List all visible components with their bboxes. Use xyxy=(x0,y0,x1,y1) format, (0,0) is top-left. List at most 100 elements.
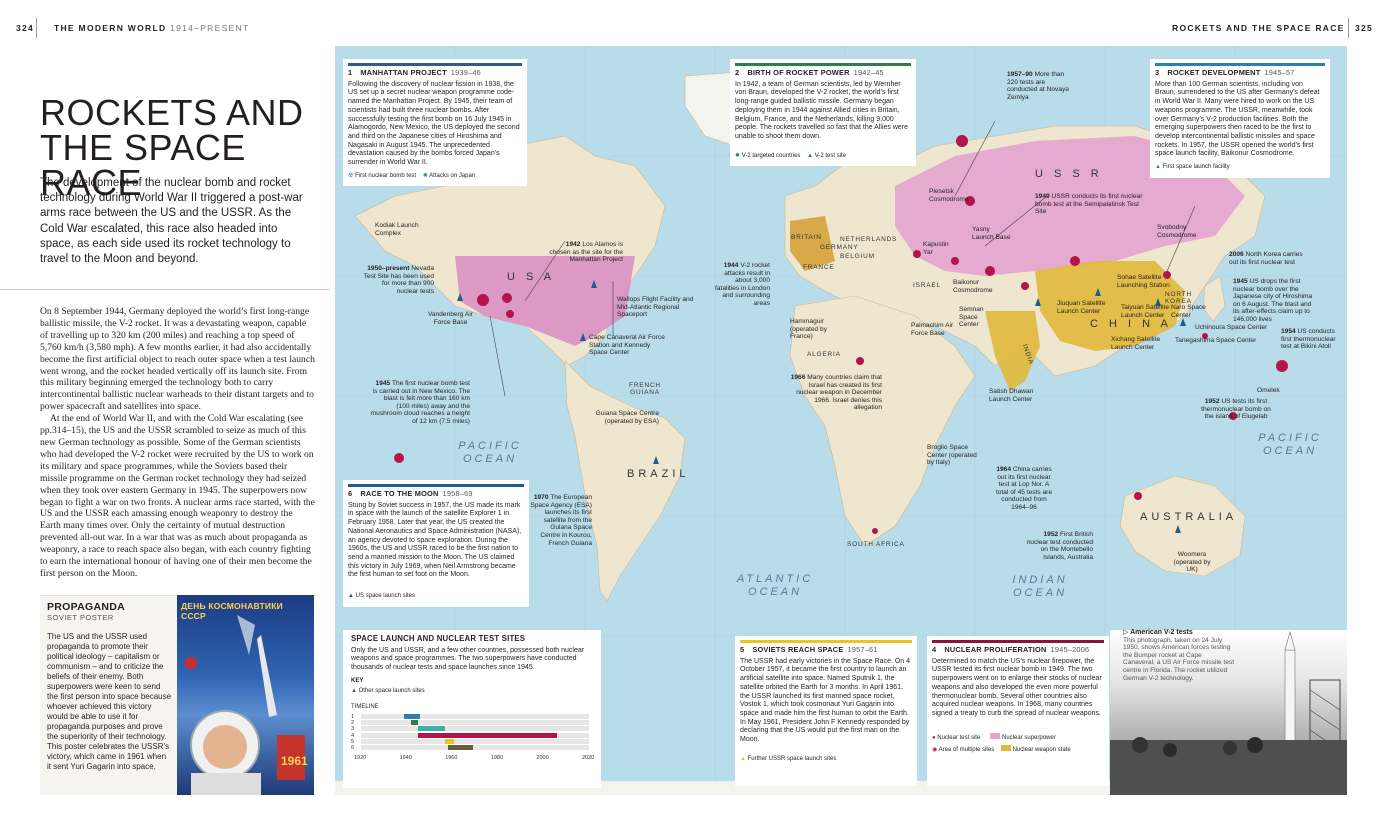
label-bikini: 1954 US conducts first thermonuclear tes… xyxy=(1281,328,1336,351)
panel-legend: ● Nuclear test site Nuclear superpower xyxy=(932,732,1056,741)
timeline-bar-row-6 xyxy=(447,744,473,750)
label-uchinoura: Uchinoura Space Center xyxy=(1195,324,1268,331)
page-number-left: 324 xyxy=(16,23,35,33)
panel-soviets-reach-space: 5 SOVIETS REACH SPACE 1957–61 The USSR had… xyxy=(735,636,917,786)
poster-caption: ДЕНЬ КОСМОНАВТИКИ СССР xyxy=(181,601,283,621)
ocean-label-atlantic: ATLANTIC OCEAN xyxy=(736,573,814,598)
panel-heading: 3 ROCKET DEVELOPMENT 1945–57 xyxy=(1155,68,1295,77)
timeline-bar-row-4 xyxy=(418,732,558,738)
panel-color-bar xyxy=(740,640,912,643)
timeline-row-label: 5 xyxy=(351,738,355,745)
timeline-tick-label: 2000 xyxy=(536,755,549,762)
label-tanegashima: Tanegashima Space Center xyxy=(1175,337,1257,344)
timeline-row-track xyxy=(361,744,589,750)
swatch-weapon-state xyxy=(1000,745,1011,752)
timeline-row-label: 2 xyxy=(351,720,355,727)
photo-caption: ▷ American V-2 tests This photograph, tak… xyxy=(1123,629,1235,682)
body-paragraph: At the end of World War II, and with the… xyxy=(40,413,315,579)
country-french-guiana: FRENCH GUIANA xyxy=(629,382,661,396)
label-esa: 1970 The European Space Agency (ESA) lau… xyxy=(530,494,592,547)
timeline-tick-label: 1960 xyxy=(445,755,458,762)
panel-text: Stung by Soviet success in 1957, the US … xyxy=(348,501,522,579)
label-woomera: Woomera (operated by UK) xyxy=(1173,551,1211,574)
label-xichang: Xichang Satellite Launch Center xyxy=(1111,336,1161,351)
country-germany: GERMANY xyxy=(820,244,859,251)
panel-heading: 5 SOVIETS REACH SPACE 1957–61 xyxy=(740,645,878,654)
label-kapustin: Kapustin Yar xyxy=(923,241,949,256)
timeline-bar-row-2 xyxy=(411,720,418,726)
label-new-mexico: 1945 The first nuclear bomb test is carr… xyxy=(370,380,470,425)
country-algeria: ALGERIA xyxy=(807,351,841,358)
swatch-superpower xyxy=(990,732,1001,739)
timeline-chart: 1 2 3 4 5 6 1920 1940 1960 1980 2000 2020 xyxy=(351,713,595,762)
timeline-row-track xyxy=(361,720,589,726)
rocket-icon: ▲ xyxy=(1155,164,1161,171)
lead-paragraph: The development of the nuclear bomb and … xyxy=(40,177,303,266)
key-text: Only the US and USSR, and a few other co… xyxy=(351,646,585,672)
label-guiana-centre: Guiana Space Centre (operated by ESA) xyxy=(595,410,659,425)
timeline-row-label: 4 xyxy=(351,732,355,739)
label-north-korea-test: 2006 North Korea carries out its first n… xyxy=(1229,251,1303,266)
country-belgium: BELGIUM xyxy=(840,253,875,260)
world-map: PACIFIC OCEAN PACIFIC OCEAN ATLANTIC OCEAN … xyxy=(335,46,1347,795)
ocean-label-pacific-east: PACIFIC OCEAN xyxy=(1258,432,1322,457)
panel-color-bar xyxy=(1155,63,1325,66)
section-header-left: THE MODERN WORLD 1914–PRESENT xyxy=(54,23,250,33)
label-israel-weapon: 1966 Many countries claim that Israel ha… xyxy=(790,374,882,412)
body-paragraph: On 8 September 1944, Germany deployed th… xyxy=(40,306,315,413)
panel-legend: ▲ US space launch sites xyxy=(348,593,415,600)
timeline-row-track xyxy=(361,738,589,744)
panel-manhattan-project: 1 MANHATTAN PROJECT 1939–46 Following the … xyxy=(343,59,527,187)
timeline-tick-label: 1920 xyxy=(354,755,367,762)
svg-text:1961: 1961 xyxy=(281,754,308,768)
panel-nuclear-proliferation: 4 NUCLEAR PROLIFERATION 1945–2006 Determin… xyxy=(927,636,1109,786)
panel-rocket-development: 3 ROCKET DEVELOPMENT 1945–57 More than 100… xyxy=(1150,59,1330,178)
v2-test-photograph xyxy=(1110,630,1347,795)
nuclear-test-icon: ☢ xyxy=(348,172,354,179)
page-number-right: 325 xyxy=(1355,23,1374,33)
mushroom-cloud-icon: ● xyxy=(932,734,936,741)
panel-heading: 1 MANHATTAN PROJECT 1939–46 xyxy=(348,68,481,77)
map-base xyxy=(335,46,1347,795)
explosion-icon: ✹ xyxy=(735,152,741,159)
propaganda-subtitle: SOVIET POSTER xyxy=(47,613,114,622)
label-vandenberg: Vandenberg Air Force Base xyxy=(428,311,473,326)
country-south-africa: SOUTH AFRICA xyxy=(847,541,905,548)
lead-divider xyxy=(0,289,330,290)
timeline-label: TIMELINE xyxy=(351,704,379,711)
country-usa: U S A xyxy=(507,271,556,283)
header-divider xyxy=(1348,18,1349,38)
panel-text: The USSR had early victories in the Spac… xyxy=(740,657,911,744)
label-novaya-zemlya: 1957–90 More than 220 tests are conducte… xyxy=(1007,71,1069,101)
key-label: KEY xyxy=(351,677,364,684)
country-britain: BRITAIN xyxy=(791,234,822,241)
country-netherlands: NETHERLANDS xyxy=(840,236,898,243)
label-jiuquan: Jiuquan Satellite Launch Center xyxy=(1057,300,1106,315)
key-title: SPACE LAUNCH AND NUCLEAR TEST SITES xyxy=(351,634,526,643)
panel-color-bar xyxy=(735,63,911,66)
label-broglio: Broglio Space Center (operated by Italy) xyxy=(927,444,977,467)
label-canaveral: Cape Canaveral Air Force Station and Ken… xyxy=(589,334,665,357)
timeline-tick-label: 2020 xyxy=(582,755,595,762)
panel-color-bar xyxy=(348,484,524,487)
panel-heading: 4 NUCLEAR PROLIFERATION 1945–2006 xyxy=(932,645,1090,654)
panel-legend: ✹ V-2 targeted countries ▲ V-2 test site xyxy=(735,152,847,159)
soviet-poster-image: ДЕНЬ КОСМОНАВТИКИ СССР 1961 xyxy=(177,595,314,795)
panel-text: More than 100 German scientists, includi… xyxy=(1155,80,1320,158)
country-ussr: U S S R xyxy=(1035,168,1103,180)
label-wallops: Wallops Flight Facility and Mid-Atlantic… xyxy=(617,296,694,319)
panel-color-bar xyxy=(932,640,1104,643)
timeline-tick-label: 1980 xyxy=(490,755,504,762)
panel-legend: ◉ Area of multiple sites Nuclear weapon … xyxy=(932,745,1071,754)
ocean-label-pacific-west: PACIFIC OCEAN xyxy=(458,440,522,465)
panel-legend: ▲ Further USSR space launch sites xyxy=(740,755,837,762)
timeline-tick-label: 1940 xyxy=(399,755,412,762)
country-china: C H I N A xyxy=(1090,318,1172,330)
timeline-bar-row-3 xyxy=(418,726,446,732)
panel-heading: 6 RACE TO THE MOON 1958–69 xyxy=(348,489,473,498)
label-los-alamos: 1942 Los Alamos is chosen as the site fo… xyxy=(549,241,623,264)
timeline-row-label: 3 xyxy=(351,726,355,733)
multiple-sites-icon: ◉ xyxy=(932,747,938,754)
panel-color-bar xyxy=(348,63,522,66)
label-taiyuan: Taiyuan Satellite Launch Center xyxy=(1121,304,1170,319)
